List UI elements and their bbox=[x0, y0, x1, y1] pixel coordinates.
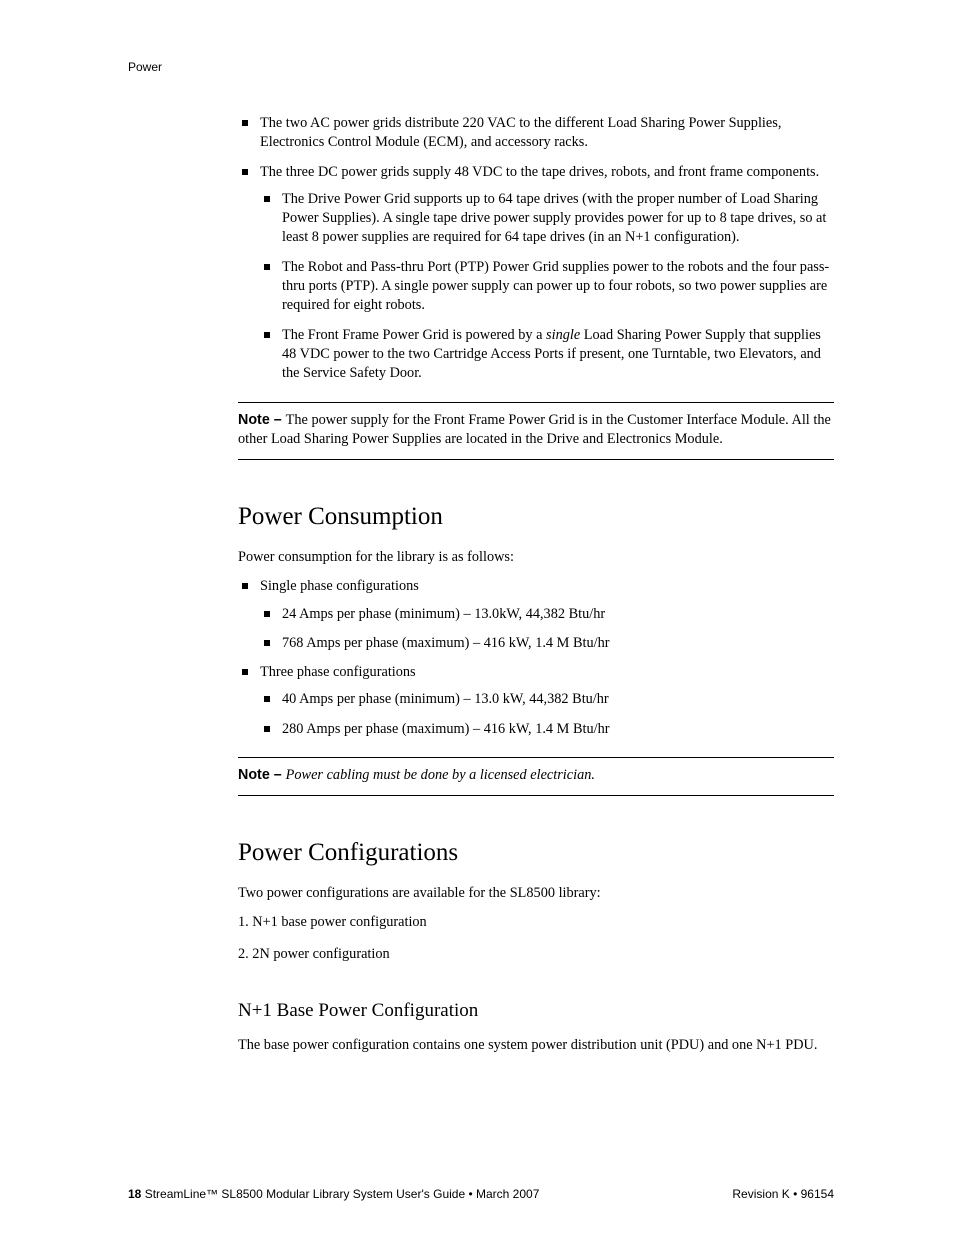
footer-right: Revision K • 96154 bbox=[732, 1187, 834, 1201]
top-bullet-list: The two AC power grids distribute 220 VA… bbox=[238, 114, 834, 384]
note-text: Power cabling must be done by a licensed… bbox=[286, 767, 595, 783]
footer-title: StreamLine™ SL8500 Modular Library Syste… bbox=[141, 1187, 539, 1201]
list-item: 768 Amps per phase (maximum) – 416 kW, 1… bbox=[260, 634, 834, 653]
nested-bullet-list: 40 Amps per phase (minimum) – 13.0 kW, 4… bbox=[260, 690, 834, 739]
list-item-text: Single phase configurations bbox=[260, 578, 419, 594]
list-item: The three DC power grids supply 48 VDC t… bbox=[238, 163, 834, 384]
list-item: 24 Amps per phase (minimum) – 13.0kW, 44… bbox=[260, 605, 834, 624]
section-heading-power-configurations: Power Configurations bbox=[238, 836, 834, 870]
note-box: Note – The power supply for the Front Fr… bbox=[238, 402, 834, 461]
list-item: The two AC power grids distribute 220 VA… bbox=[238, 114, 834, 153]
main-content: The two AC power grids distribute 220 VA… bbox=[238, 114, 834, 1055]
ordered-item: 1. N+1 base power configuration bbox=[238, 913, 834, 932]
list-item-text: Three phase configurations bbox=[260, 664, 416, 680]
page-footer: 18 StreamLine™ SL8500 Modular Library Sy… bbox=[128, 1187, 834, 1201]
running-header: Power bbox=[128, 60, 834, 74]
paragraph: Power consumption for the library is as … bbox=[238, 548, 834, 567]
consumption-list: Single phase configurations 24 Amps per … bbox=[238, 577, 834, 739]
list-item: 280 Amps per phase (maximum) – 416 kW, 1… bbox=[260, 720, 834, 739]
nested-bullet-list: The Drive Power Grid supports up to 64 t… bbox=[260, 190, 834, 384]
note-label: Note – bbox=[238, 767, 286, 783]
section-heading-power-consumption: Power Consumption bbox=[238, 500, 834, 534]
list-item: Three phase configurations 40 Amps per p… bbox=[238, 663, 834, 739]
list-item: The Robot and Pass-thru Port (PTP) Power… bbox=[260, 258, 834, 316]
page-number: 18 bbox=[128, 1187, 141, 1201]
footer-left: 18 StreamLine™ SL8500 Modular Library Sy… bbox=[128, 1187, 539, 1201]
text-run: The Front Frame Power Grid is powered by… bbox=[282, 327, 546, 343]
paragraph: The base power configuration contains on… bbox=[238, 1036, 834, 1055]
list-item-text: The three DC power grids supply 48 VDC t… bbox=[260, 164, 819, 180]
nested-bullet-list: 24 Amps per phase (minimum) – 13.0kW, 44… bbox=[260, 605, 834, 654]
note-text: The power supply for the Front Frame Pow… bbox=[238, 412, 831, 447]
note-label: Note – bbox=[238, 412, 286, 428]
list-item: The Front Frame Power Grid is powered by… bbox=[260, 326, 834, 384]
text-emphasis: single bbox=[546, 327, 580, 343]
list-item: The Drive Power Grid supports up to 64 t… bbox=[260, 190, 834, 248]
paragraph: Two power configurations are available f… bbox=[238, 884, 834, 903]
note-box: Note – Power cabling must be done by a l… bbox=[238, 757, 834, 796]
subsection-heading: N+1 Base Power Configuration bbox=[238, 998, 834, 1024]
list-item: 40 Amps per phase (minimum) – 13.0 kW, 4… bbox=[260, 690, 834, 709]
page: Power The two AC power grids distribute … bbox=[0, 0, 954, 1235]
ordered-item: 2. 2N power configuration bbox=[238, 945, 834, 964]
list-item: Single phase configurations 24 Amps per … bbox=[238, 577, 834, 653]
